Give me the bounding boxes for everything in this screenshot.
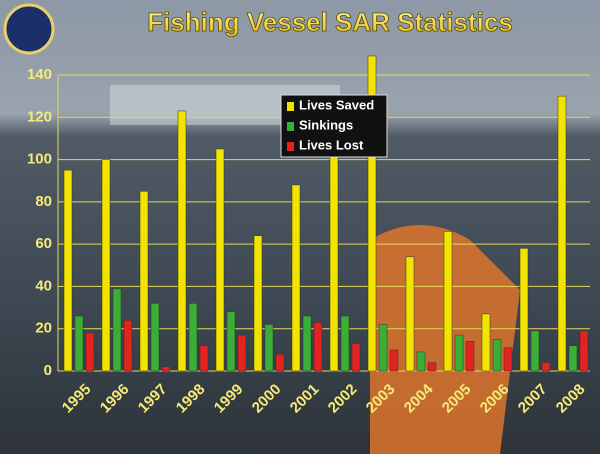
bar <box>161 366 171 372</box>
bar <box>519 248 529 372</box>
y-tick-label: 100 <box>27 151 52 168</box>
bar <box>329 155 339 372</box>
chart-title: Fishing Vessel SAR Statistics <box>147 7 513 37</box>
bar <box>123 320 133 372</box>
bar <box>313 322 323 372</box>
bar <box>139 191 149 372</box>
y-tick-label: 40 <box>35 277 52 294</box>
legend-box <box>280 94 388 158</box>
logo <box>3 3 55 55</box>
legend-label: Lives Saved <box>299 97 374 112</box>
y-tick-label: 120 <box>27 108 52 125</box>
bar <box>481 313 491 372</box>
bar <box>340 315 350 372</box>
bar <box>367 55 377 372</box>
bar <box>443 231 453 372</box>
bar <box>416 351 426 372</box>
bar <box>101 159 111 372</box>
bar <box>226 311 236 372</box>
bar <box>492 339 502 372</box>
legend-label: Lives Lost <box>299 137 364 152</box>
y-tick-label: 0 <box>44 362 52 379</box>
bar <box>454 334 464 372</box>
y-tick-label: 140 <box>27 66 52 83</box>
bar <box>215 148 225 372</box>
bar <box>389 349 399 372</box>
legend-label: Sinkings <box>299 117 353 132</box>
bar <box>427 362 437 372</box>
bar <box>405 256 415 372</box>
bar <box>465 341 475 372</box>
bar <box>188 303 198 372</box>
bar <box>568 345 578 372</box>
bar <box>579 330 589 372</box>
bar <box>177 110 187 372</box>
bar <box>503 347 513 372</box>
bar <box>253 235 263 372</box>
legend-swatch <box>287 122 294 131</box>
bar <box>150 303 160 372</box>
bar <box>541 362 551 372</box>
bar <box>112 288 122 372</box>
y-tick-label: 60 <box>35 235 52 252</box>
bar <box>74 315 84 372</box>
legend-swatch <box>287 102 294 111</box>
y-tick-label: 20 <box>35 320 52 337</box>
legend-swatch <box>287 142 294 151</box>
y-tick-label: 80 <box>35 193 52 210</box>
bar <box>351 343 361 372</box>
bar <box>275 353 285 372</box>
bar <box>199 345 209 372</box>
bar <box>291 184 301 372</box>
bar <box>85 332 95 372</box>
bar <box>378 324 388 372</box>
bar <box>302 315 312 372</box>
bar <box>63 169 73 372</box>
bar <box>557 95 567 372</box>
bar <box>530 330 540 372</box>
bar <box>264 324 274 372</box>
bar <box>237 334 247 372</box>
